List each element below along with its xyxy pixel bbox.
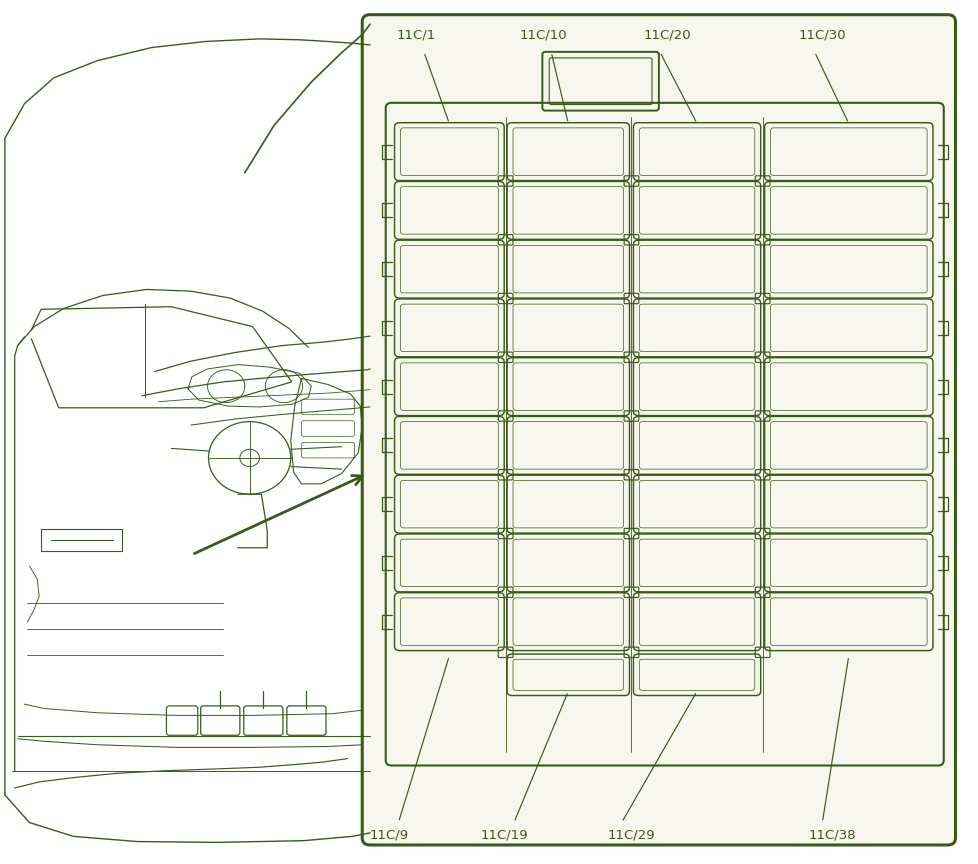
Text: 11C/19: 11C/19 bbox=[480, 829, 527, 842]
Text: 11C/10: 11C/10 bbox=[519, 29, 566, 41]
Text: 11C/9: 11C/9 bbox=[369, 829, 408, 842]
Text: 11C/1: 11C/1 bbox=[396, 29, 435, 41]
Text: 11C/38: 11C/38 bbox=[808, 829, 855, 842]
Text: 11C/30: 11C/30 bbox=[798, 29, 845, 41]
FancyBboxPatch shape bbox=[362, 15, 955, 845]
Text: 11C/29: 11C/29 bbox=[607, 829, 654, 842]
Text: 11C/20: 11C/20 bbox=[644, 29, 690, 41]
